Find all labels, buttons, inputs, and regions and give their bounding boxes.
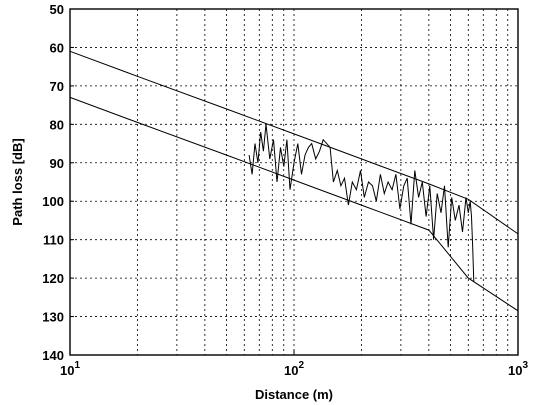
y-tick-label: 50 — [50, 2, 64, 17]
y-tick-label: 70 — [50, 79, 64, 94]
y-axis-label: Path loss [dB] — [10, 138, 25, 225]
y-tick-label: 120 — [42, 271, 64, 286]
x-tick-base: 10 — [60, 363, 74, 378]
x-tick-base: 10 — [508, 363, 522, 378]
y-tick-label: 60 — [50, 40, 64, 55]
y-tick-label: 130 — [42, 310, 64, 325]
x-tick-label: 103 — [508, 360, 528, 378]
y-tick-label: 90 — [50, 156, 64, 171]
y-tick-label: 80 — [50, 117, 64, 132]
x-axis-label: Distance (m) — [255, 387, 333, 402]
grid — [70, 9, 518, 355]
y-tick-label: 100 — [42, 194, 64, 209]
y-tick-label: 140 — [42, 348, 64, 363]
x-tick-exponent: 3 — [522, 360, 528, 371]
x-tick-label: 101 — [60, 360, 80, 378]
x-tick-label: 102 — [284, 360, 304, 378]
x-tick-exponent: 1 — [74, 360, 80, 371]
x-tick-exponent: 2 — [298, 360, 304, 371]
y-tick-label: 110 — [43, 233, 64, 248]
series-group — [69, 50, 519, 312]
x-tick-base: 10 — [284, 363, 298, 378]
series-line-lower-bound — [69, 96, 519, 312]
series-line-upper-bound — [69, 50, 519, 235]
series-line-measured — [248, 124, 475, 283]
